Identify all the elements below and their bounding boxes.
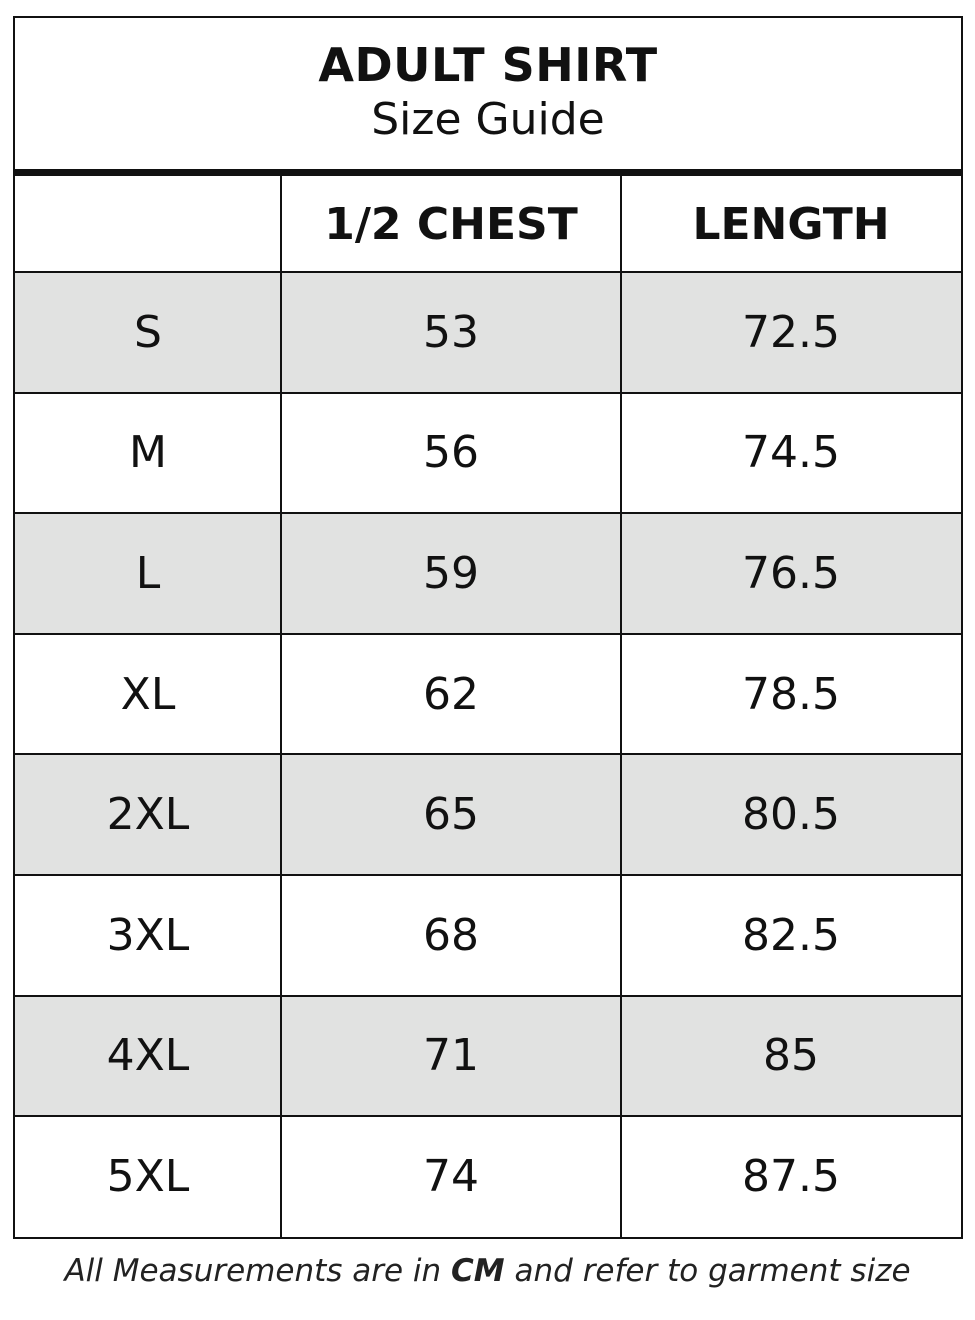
measurement: 80.5: [742, 789, 840, 841]
row-shade: [15, 272, 961, 393]
footnote: All Measurements are in CM and refer to …: [0, 1253, 975, 1289]
title: ADULT SHIRT: [318, 38, 658, 92]
measurement: 59: [423, 547, 479, 599]
size-label: 4XL: [106, 1030, 190, 1082]
footnote-text: and refer to garment size: [514, 1253, 911, 1289]
column-header: 1/2 CHEST: [324, 198, 578, 250]
row-line: [15, 874, 961, 876]
size-label: L: [135, 547, 161, 599]
row-shade: [15, 995, 961, 1117]
measurement: 85: [763, 1030, 819, 1082]
measurement: 72.5: [742, 306, 840, 358]
footnote-text: All Measurements are in: [64, 1253, 442, 1289]
divider: [13, 169, 963, 176]
row-line: [15, 1115, 961, 1118]
column-header: LENGTH: [692, 198, 890, 250]
measurement: 74.5: [742, 427, 840, 479]
row-line: [15, 753, 961, 756]
size-label: 5XL: [106, 1150, 190, 1202]
measurement: 65: [423, 789, 479, 841]
measurement: 78.5: [742, 668, 840, 720]
measurement: 68: [423, 909, 479, 961]
size-label: 2XL: [106, 789, 190, 841]
size-label: XL: [120, 668, 176, 720]
measurement: 74: [423, 1150, 479, 1202]
size-label: S: [134, 306, 162, 358]
size-label: M: [129, 427, 167, 479]
footnote-unit: CM: [451, 1253, 505, 1289]
row-line: [15, 632, 961, 635]
row-line: [15, 994, 961, 997]
size-label: 3XL: [106, 909, 190, 961]
measurement: 76.5: [742, 547, 840, 599]
measurement: 71: [423, 1030, 479, 1082]
row-line: [15, 512, 961, 515]
measurement: 87.5: [742, 1150, 840, 1202]
measurement: 56: [423, 427, 479, 479]
subtitle: Size Guide: [371, 94, 605, 145]
column-line: [280, 176, 282, 1237]
row-shade: [15, 513, 961, 634]
row-line: [15, 391, 961, 394]
column-line: [620, 176, 622, 1237]
row-line: [15, 271, 961, 273]
measurement: 62: [423, 668, 479, 720]
measurement: 53: [423, 306, 479, 358]
row-shade: [15, 754, 961, 875]
measurement: 82.5: [742, 909, 840, 961]
table-frame: [13, 16, 963, 1239]
